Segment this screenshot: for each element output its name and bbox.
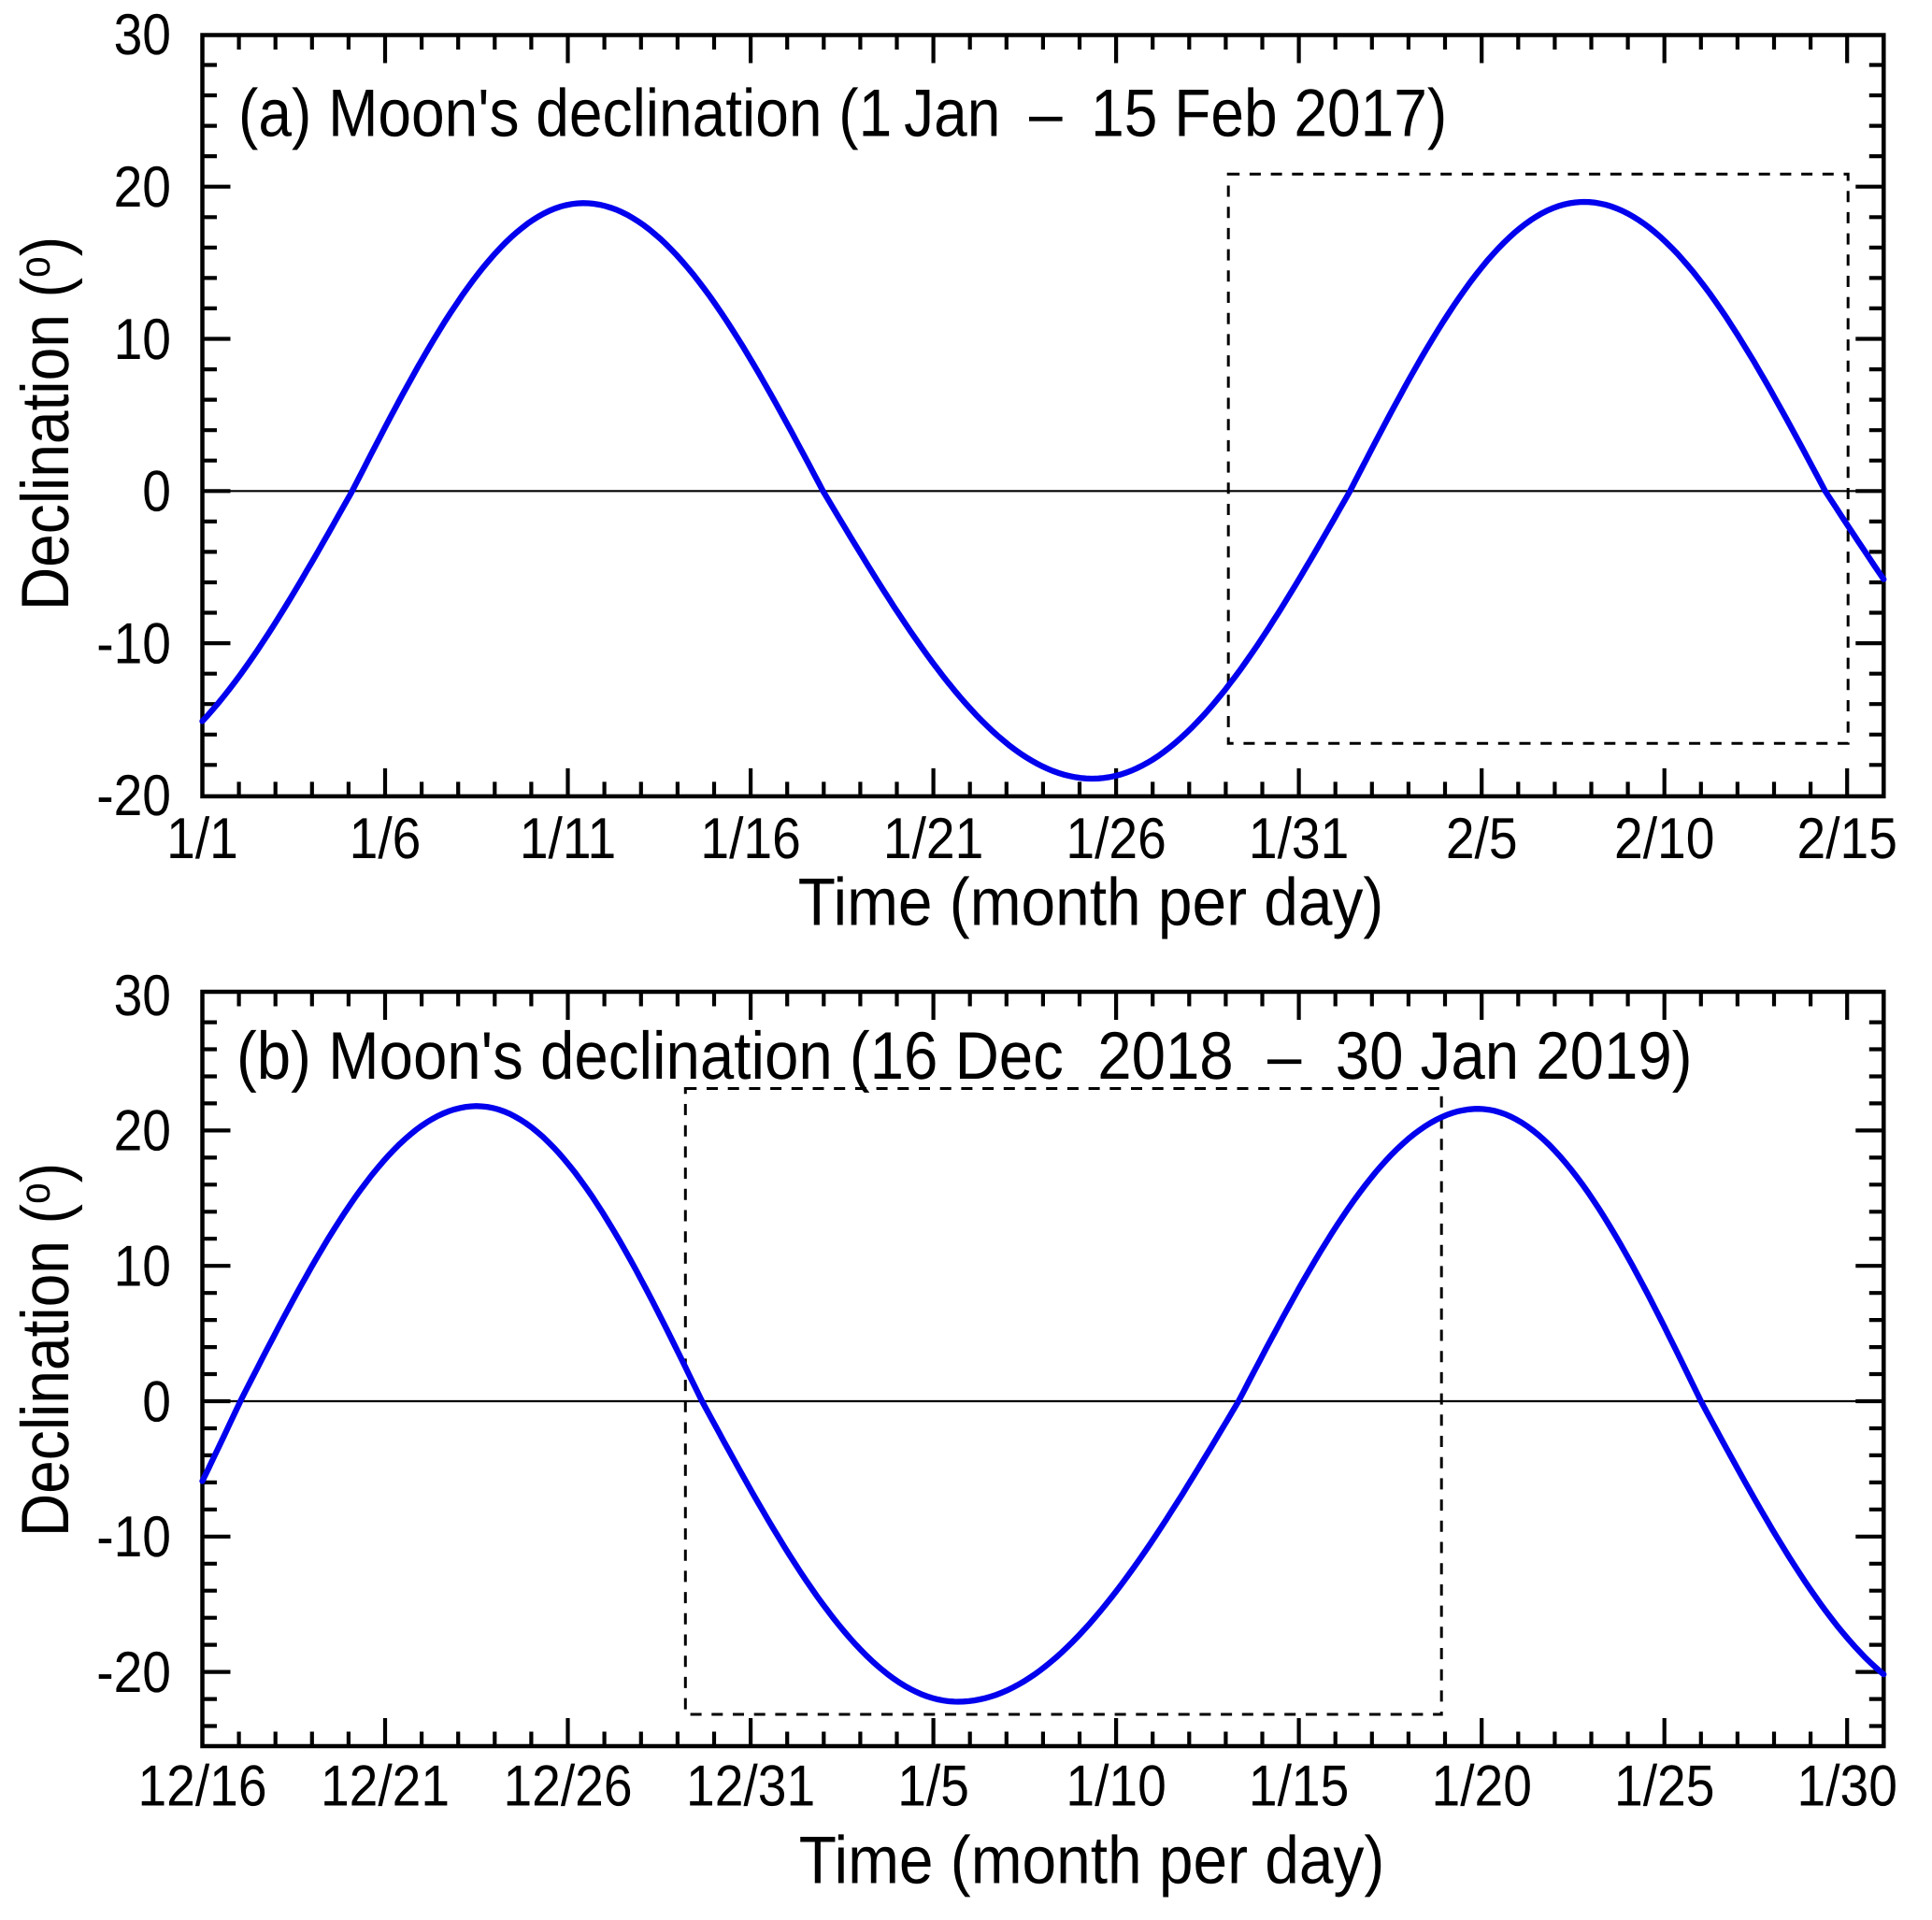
svg-text:1/26: 1/26 <box>1066 807 1166 871</box>
svg-text:10: 10 <box>114 1235 171 1299</box>
svg-text:1/10: 1/10 <box>1066 1755 1166 1819</box>
svg-text:1/6: 1/6 <box>350 807 422 871</box>
svg-text:2/15: 2/15 <box>1797 807 1897 871</box>
svg-text:10: 10 <box>114 308 171 372</box>
svg-text:-10: -10 <box>96 1505 171 1569</box>
svg-text:Declination (o): Declination (o) <box>8 1163 83 1537</box>
svg-text:30: 30 <box>114 3 171 67</box>
svg-text:2/10: 2/10 <box>1614 807 1714 871</box>
svg-text:30: 30 <box>114 964 171 1028</box>
svg-text:1/1: 1/1 <box>166 807 238 871</box>
svg-text:Time (month per day): Time (month per day) <box>799 1824 1385 1899</box>
svg-text:0: 0 <box>142 1369 171 1434</box>
svg-text:1/20: 1/20 <box>1432 1755 1532 1819</box>
svg-text:1/31: 1/31 <box>1249 807 1349 871</box>
svg-text:20: 20 <box>114 1099 171 1164</box>
svg-text:12/26: 12/26 <box>503 1755 632 1819</box>
svg-text:2/5: 2/5 <box>1446 807 1518 871</box>
svg-text:12/31: 12/31 <box>686 1755 815 1819</box>
svg-text:1/21: 1/21 <box>883 807 983 871</box>
svg-text:0: 0 <box>142 460 171 524</box>
svg-text:Declination (o): Declination (o) <box>8 236 83 610</box>
svg-text:1/5: 1/5 <box>897 1755 969 1819</box>
svg-text:1/25: 1/25 <box>1614 1755 1714 1819</box>
svg-text:-20: -20 <box>96 764 171 828</box>
svg-text:12/16: 12/16 <box>137 1755 266 1819</box>
svg-text:(b) Moon's declination (16 Dec: (b) Moon's declination (16 Dec 2018 – 30… <box>236 1019 1693 1094</box>
svg-text:20: 20 <box>114 155 171 220</box>
svg-text:-10: -10 <box>96 611 171 676</box>
svg-text:1/30: 1/30 <box>1797 1755 1897 1819</box>
svg-text:1/15: 1/15 <box>1249 1755 1349 1819</box>
svg-text:Time (month per day): Time (month per day) <box>798 866 1384 940</box>
svg-text:1/16: 1/16 <box>700 807 800 871</box>
svg-text:-20: -20 <box>96 1641 171 1705</box>
svg-text:1/11: 1/11 <box>520 807 616 871</box>
svg-text:(a) Moon's declination (1 Jan: (a) Moon's declination (1 Jan – 15 Feb 2… <box>238 77 1447 151</box>
svg-text:12/21: 12/21 <box>321 1755 450 1819</box>
